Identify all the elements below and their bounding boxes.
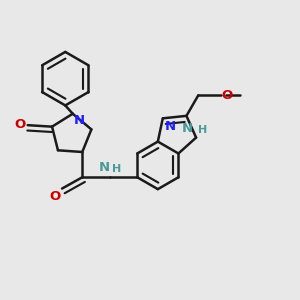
Text: O: O [221, 89, 233, 102]
Text: N: N [99, 161, 110, 174]
Text: O: O [15, 118, 26, 131]
Text: N: N [74, 114, 85, 127]
Text: N: N [182, 122, 193, 135]
Text: H: H [198, 125, 207, 135]
Text: O: O [49, 190, 61, 203]
Text: H: H [112, 164, 121, 174]
Text: N: N [164, 120, 175, 133]
